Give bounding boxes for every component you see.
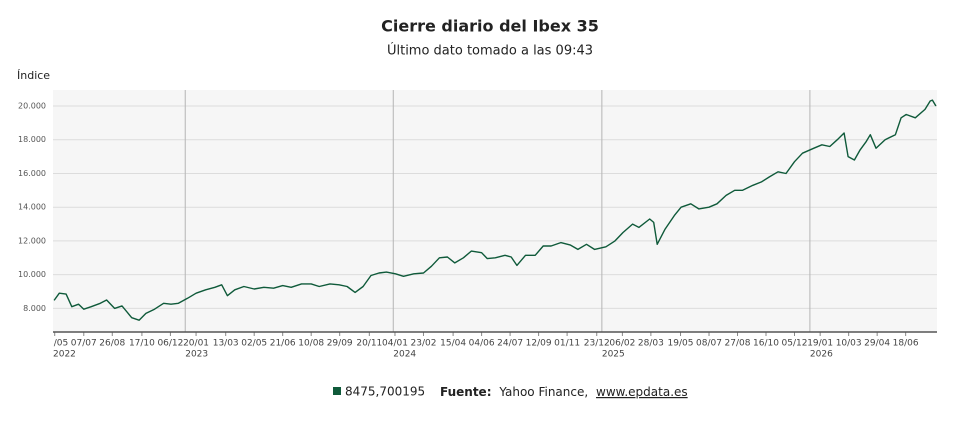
- x-tick-label: 10/08: [298, 339, 324, 349]
- x-tick-label: 19/01: [807, 339, 833, 349]
- source: Fuente: Yahoo Finance, www.epdata.es: [440, 385, 688, 399]
- year-label: 2024: [393, 350, 416, 360]
- chart-subtitle: Último dato tomado a las 09:43: [387, 43, 593, 59]
- x-tick-label: 17/10: [129, 339, 155, 349]
- source-text: Yahoo Finance,: [498, 385, 588, 399]
- chart-title: Cierre diario del Ibex 35: [381, 17, 599, 36]
- x-tick-label: 04/01: [382, 339, 408, 349]
- x-tick-label: 16/10: [753, 339, 779, 349]
- y-tick-label: 8.000: [23, 304, 46, 313]
- x-tick-label: 15/04: [440, 339, 466, 349]
- x-tick-label: 29/04: [864, 339, 890, 349]
- x-tick-label: 28/03: [638, 339, 664, 349]
- y-tick-label: 20.000: [18, 102, 46, 111]
- x-tick-label: 29/09: [327, 339, 353, 349]
- x-tick-label: 02/05: [241, 339, 267, 349]
- x-tick-label: 01/11: [554, 339, 580, 349]
- y-tick-label: 10.000: [18, 270, 46, 279]
- source-label: Fuente:: [440, 385, 492, 399]
- legend-label: 8475,700195: [345, 385, 425, 399]
- x-tick-label: 18/06: [893, 339, 919, 349]
- year-label: 2025: [602, 350, 625, 360]
- year-label: 2026: [810, 350, 833, 360]
- year-label: 2023: [185, 350, 208, 360]
- x-tick-label: 26/08: [99, 339, 125, 349]
- y-tick-label: 12.000: [18, 236, 46, 245]
- x-tick-label: 21/06: [270, 339, 296, 349]
- x-tick-label: 08/07: [696, 339, 722, 349]
- x-tick-label: 06/02: [609, 339, 635, 349]
- y-tick-label: 16.000: [18, 169, 46, 178]
- year-label: 2022: [53, 350, 76, 360]
- x-tick-label: /05: [54, 339, 68, 349]
- x-tick-label: 06/12: [157, 339, 183, 349]
- x-tick-label: 07/07: [71, 339, 97, 349]
- x-tick-label: 23/12: [584, 339, 610, 349]
- x-tick-label: 10/03: [836, 339, 862, 349]
- y-tick-label: 14.000: [18, 203, 46, 212]
- x-tick-label: 19/05: [668, 339, 694, 349]
- x-tick-label: 04/06: [469, 339, 495, 349]
- x-tick-label: 20/11: [356, 339, 382, 349]
- line: [53, 99, 937, 321]
- x-tick-label: 05/12: [782, 339, 808, 349]
- x-tick-label: 12/09: [526, 339, 552, 349]
- x-tick-label: 20/01: [183, 339, 209, 349]
- y-axis-label: Índice: [17, 69, 50, 82]
- source-link[interactable]: www.epdata.es: [596, 385, 688, 399]
- y-tick-label: 18.000: [18, 135, 46, 144]
- legend-swatch: [333, 387, 341, 395]
- x-tick-label: 24/07: [497, 339, 523, 349]
- x-tick-label: 23/02: [411, 339, 437, 349]
- x-tick-label: 13/03: [213, 339, 239, 349]
- x-tick-label: 27/08: [725, 339, 751, 349]
- legend: 8475,700195: [333, 385, 425, 399]
